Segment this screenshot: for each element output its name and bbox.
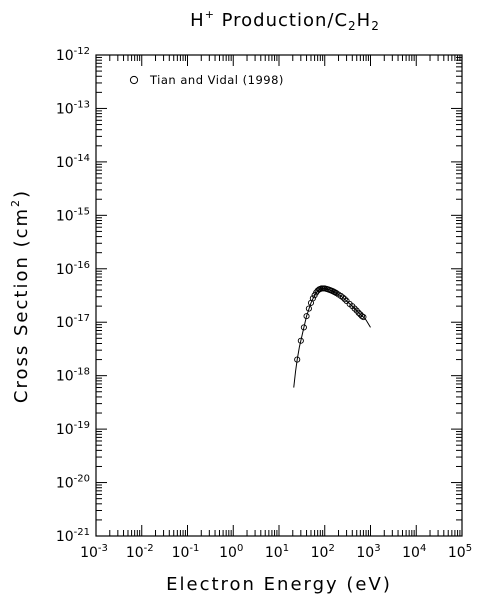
legend: Tian and Vidal (1998) — [129, 73, 284, 87]
y-tick-label-exp: -16 — [74, 260, 90, 271]
x-tick-label-base: 10 — [448, 545, 466, 561]
y-tick-label-exp: -21 — [74, 527, 90, 538]
x-tick-label-exp: 0 — [237, 543, 243, 554]
y-tick-label-exp: -12 — [74, 46, 90, 57]
legend-label: Tian and Vidal (1998) — [149, 73, 284, 87]
data-point — [300, 324, 307, 331]
x-tick-label-exp: -1 — [189, 543, 199, 554]
chart-title: H+ Production/C2H2 — [190, 8, 380, 33]
y-tick-label-exp: -14 — [74, 153, 90, 164]
data-point — [305, 305, 312, 312]
x-tick-label-base: 10 — [126, 545, 144, 561]
y-tick-label-base: 10 — [56, 262, 74, 278]
y-axis-label-main: Cross Section (cm — [11, 207, 32, 403]
y-tick-label: 10-16 — [56, 260, 90, 278]
plot-frame — [95, 54, 463, 537]
x-tick-label: 101 — [265, 543, 289, 561]
y-axis-label: Cross Section (cm2) — [9, 189, 32, 403]
y-tick-label: 10-12 — [56, 46, 90, 64]
y-tick-label-exp: -17 — [74, 313, 90, 324]
y-tick-label: 10-17 — [56, 313, 90, 331]
legend-marker — [129, 75, 139, 85]
y-tick-label: 10-19 — [56, 420, 90, 438]
x-tick-label-exp: 5 — [466, 543, 472, 554]
data-point — [360, 313, 367, 321]
data-point — [351, 305, 358, 312]
y-axis-label-sup: 2 — [9, 198, 22, 207]
data-point — [303, 313, 310, 320]
y-tick-label-exp: -20 — [74, 474, 90, 485]
chart-title-prefix: H — [190, 10, 205, 31]
x-tick-label-exp: 2 — [328, 543, 334, 554]
x-tick-label-exp: -2 — [144, 543, 154, 554]
x-tick-label: 10-2 — [126, 543, 154, 561]
data-point — [297, 337, 304, 344]
y-tick-label-base: 10 — [56, 48, 74, 64]
x-tick-label: 10-1 — [172, 543, 200, 561]
y-tick-label-exp: -18 — [74, 367, 90, 378]
data-point — [339, 294, 347, 301]
y-tick-label: 10-18 — [56, 367, 90, 385]
x-tick-label: 102 — [311, 543, 335, 561]
y-tick-label-exp: -19 — [74, 420, 90, 431]
y-tick-label-exp: -13 — [74, 99, 90, 110]
x-tick-label-base: 10 — [80, 545, 98, 561]
y-tick-label-base: 10 — [56, 208, 74, 224]
data-point — [358, 313, 365, 320]
x-tick-label-base: 10 — [219, 545, 237, 561]
chart-title-sub2: 2 — [371, 19, 380, 33]
x-tick-label: 103 — [356, 543, 380, 561]
y-tick-label-base: 10 — [56, 155, 74, 171]
x-tick-label: 10-3 — [80, 543, 108, 561]
x-tick-label-base: 10 — [172, 545, 190, 561]
x-tick-label-base: 10 — [265, 545, 283, 561]
y-tick-label-base: 10 — [56, 476, 74, 492]
y-tick-label-exp: -15 — [74, 206, 90, 217]
x-tick-label: 100 — [219, 543, 243, 561]
data-markers — [294, 285, 367, 363]
data-point — [341, 296, 348, 303]
y-tick-labels: 10-2110-2010-1910-1810-1710-1610-1510-14… — [56, 46, 90, 545]
chart-title-mid: H — [357, 10, 372, 31]
y-tick-label-base: 10 — [56, 422, 74, 438]
fit-line — [293, 287, 371, 388]
x-tick-label: 105 — [448, 543, 472, 561]
chart-title-main: Production/C — [215, 10, 348, 31]
data-point — [309, 295, 316, 302]
chart-title-sup: + — [205, 8, 215, 21]
x-tick-label-base: 10 — [356, 545, 374, 561]
data-point — [355, 309, 362, 316]
y-tick-label-base: 10 — [56, 101, 74, 117]
y-ticks — [96, 56, 462, 537]
x-ticks — [95, 55, 461, 536]
x-tick-label-base: 10 — [402, 545, 420, 561]
x-tick-label-exp: 4 — [420, 543, 426, 554]
y-tick-label: 10-21 — [56, 527, 90, 545]
x-tick-label: 104 — [402, 543, 426, 561]
y-tick-label-base: 10 — [56, 529, 74, 545]
y-axis-label-end: ) — [11, 189, 32, 198]
y-tick-label: 10-13 — [56, 99, 90, 117]
chart-title-sub1: 2 — [348, 19, 357, 33]
y-tick-label: 10-14 — [56, 153, 90, 171]
x-tick-label-base: 10 — [311, 545, 329, 561]
y-tick-label: 10-15 — [56, 206, 90, 224]
y-tick-label-base: 10 — [56, 369, 74, 385]
x-tick-label-exp: 3 — [374, 543, 380, 554]
x-axis-label: Electron Energy (eV) — [166, 574, 392, 595]
y-tick-label: 10-20 — [56, 474, 90, 492]
x-tick-labels: 10-3 10-2 10-1 100 101 102 103 104 105 — [80, 543, 472, 561]
y-tick-label-base: 10 — [56, 315, 74, 331]
data-point — [294, 356, 301, 363]
x-tick-label-exp: -3 — [98, 543, 108, 554]
x-tick-label-exp: 1 — [283, 543, 289, 554]
